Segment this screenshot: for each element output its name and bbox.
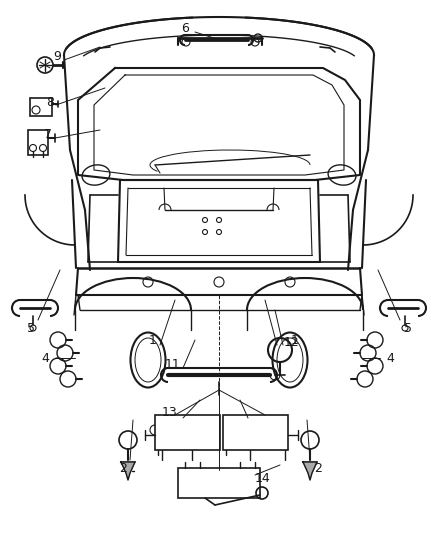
Text: 9: 9 (53, 51, 61, 63)
Text: 7: 7 (44, 128, 52, 141)
Text: 12: 12 (284, 335, 300, 349)
Text: 4: 4 (386, 351, 394, 365)
Text: 11: 11 (165, 359, 181, 372)
Text: 1: 1 (291, 334, 299, 346)
Bar (155, 415, 220, 450)
Polygon shape (121, 462, 135, 480)
Text: 13: 13 (162, 406, 178, 418)
Text: 6: 6 (181, 21, 189, 35)
Text: 5: 5 (27, 321, 35, 335)
Text: 1: 1 (149, 334, 157, 346)
Polygon shape (303, 462, 317, 480)
Bar (30, 98, 52, 116)
Text: 2: 2 (119, 462, 127, 474)
Bar (28, 130, 48, 155)
Text: 8: 8 (46, 95, 54, 109)
Bar (223, 415, 288, 450)
Text: 5: 5 (404, 321, 412, 335)
Text: 14: 14 (255, 472, 271, 484)
Text: 4: 4 (41, 351, 49, 365)
Bar (178, 468, 260, 498)
Text: 2: 2 (314, 462, 322, 474)
